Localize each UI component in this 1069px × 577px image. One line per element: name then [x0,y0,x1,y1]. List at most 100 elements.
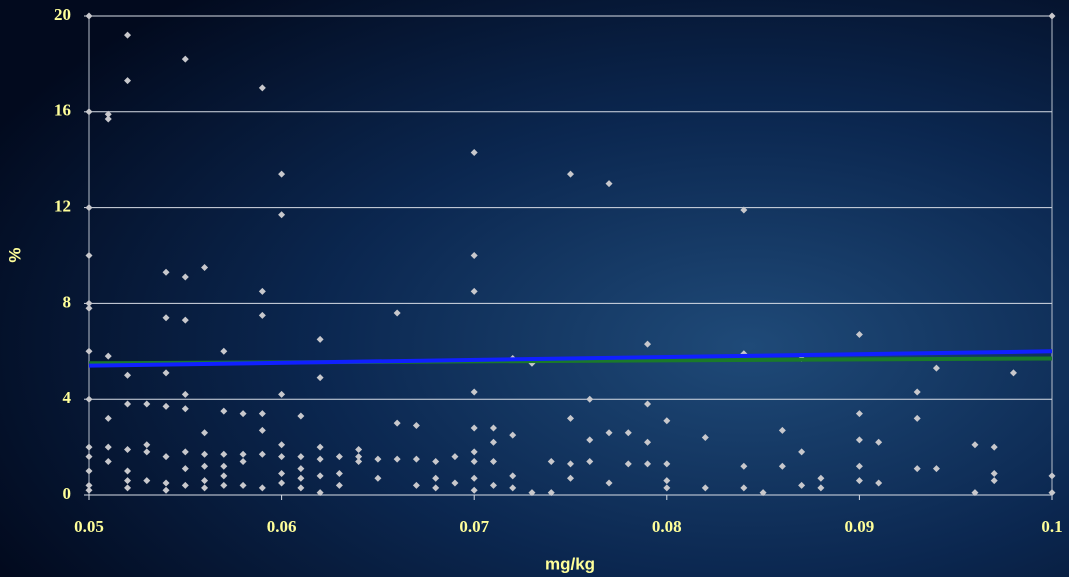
data-point [393,309,401,317]
data-point [124,467,132,475]
data-point [278,479,286,487]
data-point [855,436,863,444]
data-point [162,479,170,487]
data-point [759,489,767,497]
data-point [143,441,151,449]
data-point [162,453,170,461]
data-point [162,486,170,494]
data-point [239,457,247,465]
data-point [85,12,93,20]
data-point [855,331,863,339]
data-point [104,457,112,465]
data-point [355,457,363,465]
data-point [798,448,806,456]
data-point [470,388,478,396]
data-point [990,443,998,451]
data-point [644,438,652,446]
data-point [1048,472,1056,480]
data-point [875,479,883,487]
data-point [567,170,574,178]
data-point [932,364,940,372]
data-point [143,477,151,485]
data-point [181,448,189,456]
data-point [124,477,132,485]
x-axis-title: mg/kg [545,554,595,573]
data-point [355,445,363,453]
data-point [586,395,594,403]
data-point [258,410,266,418]
data-point [220,407,228,415]
y-tick-label: 8 [63,292,72,311]
y-axis-title: % [5,247,24,262]
data-point [124,400,132,408]
data-point [547,489,555,497]
data-point [85,486,93,494]
x-tick-label: 0.09 [845,517,875,536]
data-point [605,429,613,437]
data-point [278,170,286,178]
data-point [432,484,440,492]
data-point [624,429,632,437]
data-point [297,465,305,473]
data-point [509,431,517,439]
data-point [412,455,420,463]
data-point [124,445,132,453]
data-point [297,474,305,482]
data-point [181,481,189,489]
data-point [335,481,343,489]
data-point [85,453,93,461]
data-point [85,108,93,116]
data-point [258,84,266,92]
data-point [567,460,574,468]
data-point [239,450,247,458]
data-point [85,204,93,212]
data-point [470,287,478,295]
data-point [201,484,209,492]
data-point [181,390,189,398]
data-point [817,474,825,482]
data-point [644,460,652,468]
data-point [432,457,440,465]
data-point [875,438,883,446]
data-point [586,457,594,465]
data-point [913,414,921,422]
data-point [104,352,112,360]
x-tick-label: 0.06 [267,517,297,536]
data-point [624,460,632,468]
data-point [489,457,497,465]
data-point [278,453,286,461]
data-point [470,424,478,432]
data-point [316,489,324,497]
data-point [316,335,324,343]
data-point [201,477,209,485]
data-point [855,462,863,470]
data-point [162,369,170,377]
data-point [258,287,266,295]
y-tick-label: 16 [54,101,71,120]
data-point [181,55,189,63]
data-point [85,252,93,259]
data-point [740,462,748,470]
data-point [913,388,921,396]
data-point [85,299,93,307]
data-point [297,453,305,461]
data-point [162,314,170,322]
data-point [451,453,459,461]
data-point [644,400,652,408]
data-point [740,484,748,492]
data-point [316,472,324,480]
data-point [644,340,652,348]
data-point [489,481,497,489]
data-point [393,419,401,427]
data-point [143,448,151,456]
x-tick-label: 0.05 [74,517,104,536]
data-point [201,462,209,470]
data-point [278,441,286,449]
data-point [258,311,266,319]
data-point [316,374,324,382]
data-point [278,469,286,477]
data-point [701,434,709,442]
data-point [663,477,671,485]
data-point [316,443,324,451]
data-point [470,448,478,456]
